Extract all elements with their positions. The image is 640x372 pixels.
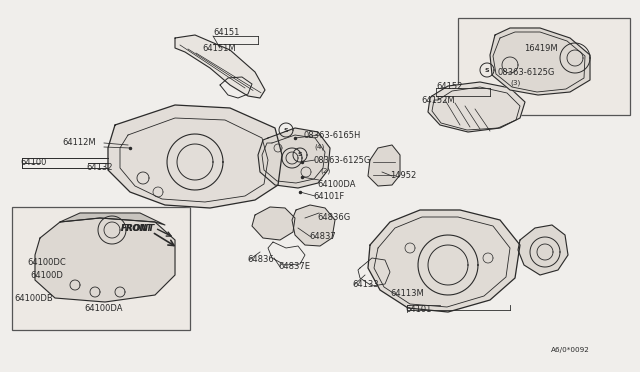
Text: 64100DA: 64100DA: [84, 304, 122, 313]
Text: (2): (2): [320, 168, 330, 174]
Polygon shape: [428, 82, 525, 132]
Text: 14952: 14952: [390, 171, 416, 180]
Text: 64152: 64152: [436, 82, 462, 91]
Bar: [12, 207, 190, 330]
Text: 64113M: 64113M: [390, 289, 424, 298]
Bar: [458, 18, 630, 115]
Text: 08363-6165H: 08363-6165H: [304, 131, 362, 140]
Text: 64133: 64133: [352, 280, 379, 289]
Text: 64837E: 64837E: [278, 262, 310, 271]
Text: FRONT: FRONT: [121, 224, 156, 233]
Text: A6/0*0092: A6/0*0092: [551, 347, 590, 353]
Text: 08363-6125G: 08363-6125G: [313, 156, 371, 165]
Text: 64132: 64132: [86, 163, 113, 172]
Text: S: S: [284, 128, 288, 132]
Text: 64836: 64836: [247, 255, 274, 264]
Polygon shape: [252, 207, 295, 240]
Text: 64112M: 64112M: [62, 138, 95, 147]
Polygon shape: [368, 210, 520, 312]
Text: 64101: 64101: [405, 305, 431, 314]
Text: S: S: [298, 153, 302, 157]
Text: 08363-6125G: 08363-6125G: [498, 68, 556, 77]
Polygon shape: [518, 225, 568, 275]
Text: 16419M: 16419M: [524, 44, 557, 53]
Text: 64152M: 64152M: [421, 96, 454, 105]
Polygon shape: [108, 105, 282, 208]
Polygon shape: [35, 218, 175, 302]
Text: 64100D: 64100D: [30, 271, 63, 280]
Text: 64151: 64151: [213, 28, 239, 37]
Text: 64100: 64100: [20, 158, 46, 167]
Text: FRONT: FRONT: [121, 224, 153, 233]
Text: (4): (4): [314, 143, 324, 150]
Text: 64100DC: 64100DC: [27, 258, 66, 267]
Polygon shape: [60, 213, 165, 225]
Text: (3): (3): [510, 80, 520, 87]
Polygon shape: [368, 145, 400, 186]
Text: 64101F: 64101F: [313, 192, 344, 201]
Polygon shape: [258, 128, 330, 188]
Polygon shape: [292, 205, 335, 246]
Text: 64100DB: 64100DB: [14, 294, 52, 303]
Text: S: S: [484, 67, 490, 73]
Polygon shape: [175, 35, 265, 98]
Text: 64836G: 64836G: [317, 213, 350, 222]
Text: 64151M: 64151M: [202, 44, 236, 53]
Text: 64100DA: 64100DA: [317, 180, 355, 189]
Text: 64837: 64837: [309, 232, 336, 241]
Polygon shape: [490, 28, 590, 95]
